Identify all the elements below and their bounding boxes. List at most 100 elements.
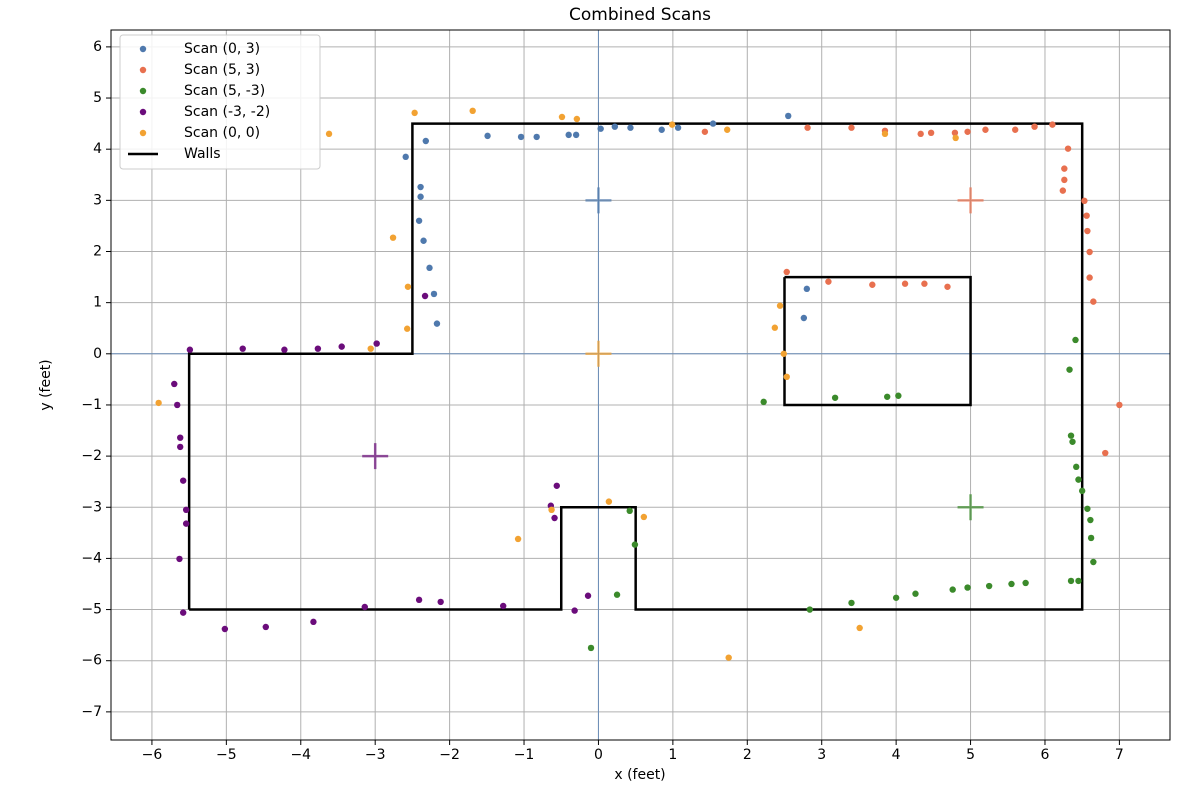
y-tick-label: 6 [93, 39, 102, 55]
scan-point [551, 514, 558, 522]
scan-point [725, 654, 732, 661]
x-tick-label: 1 [668, 747, 677, 763]
scan-point [1087, 516, 1094, 524]
x-tick-label: −4 [290, 747, 311, 763]
legend-swatch [139, 87, 147, 95]
scan-point [780, 350, 787, 357]
scan-point [892, 594, 900, 601]
scan-point [869, 281, 876, 288]
scan-point [262, 623, 269, 631]
scan-point [404, 283, 412, 290]
legend-swatch [139, 45, 147, 53]
scan-point [517, 133, 525, 141]
y-tick-label: 1 [93, 295, 102, 311]
scan-point [783, 268, 790, 276]
scan-point [856, 624, 863, 632]
scan-point [1087, 534, 1095, 542]
scan-point [1061, 165, 1068, 172]
scan-point [281, 346, 288, 353]
scan-point [1081, 197, 1088, 205]
scan-point [499, 602, 507, 610]
legend-box [119, 34, 321, 170]
scan-point [1090, 298, 1097, 305]
scan-point [701, 128, 709, 135]
scan-point [951, 129, 959, 137]
scan-point [611, 123, 619, 130]
scan-point [403, 325, 411, 332]
scan-point [179, 609, 187, 616]
x-tick-label: −2 [439, 747, 460, 763]
scan-point [613, 591, 621, 598]
y-tick-label: 5 [93, 90, 102, 106]
scan-point [1022, 579, 1029, 587]
scan-point [572, 131, 580, 139]
scan-point [985, 582, 993, 590]
scan-origin [957, 494, 984, 521]
scan-point [917, 130, 924, 138]
x-tick-label: 7 [1115, 747, 1124, 763]
scan-point [901, 280, 909, 287]
scan-origin [585, 340, 612, 367]
scan-point [1012, 126, 1019, 133]
scan-point [484, 132, 491, 140]
x-tick-label: 5 [966, 747, 975, 763]
scan-point [571, 607, 578, 614]
scan-point [964, 128, 971, 135]
scan-point [177, 443, 184, 451]
scan-point [825, 278, 832, 285]
scan-point [361, 603, 368, 611]
scan-point [171, 380, 178, 388]
scan-point [631, 541, 639, 548]
scan-point [174, 401, 181, 409]
scan-point [597, 125, 604, 132]
scan-point [420, 237, 427, 244]
scan-point [310, 618, 317, 626]
scan-point [325, 130, 333, 138]
scan-point [640, 513, 648, 521]
scan-point [176, 555, 183, 563]
legend-label: Scan (0, 3) [184, 41, 260, 57]
scan-point [1102, 449, 1109, 457]
scan-point [723, 126, 731, 133]
scan-point [668, 121, 676, 128]
y-tick-label: −2 [81, 448, 102, 464]
legend-swatch [139, 108, 147, 116]
chart-title: Combined Scans [569, 5, 711, 25]
y-tick-label: −5 [81, 602, 102, 618]
scan-point [421, 292, 429, 300]
legend-swatch [139, 66, 147, 74]
scan-point [548, 506, 555, 514]
scan-point [402, 153, 409, 161]
scan-point [674, 124, 682, 131]
scan-point [627, 124, 634, 131]
scan-point [584, 592, 592, 599]
scan-origin [957, 187, 984, 214]
scan-point [848, 124, 855, 131]
scan-point [1069, 438, 1076, 445]
x-tick-label: −6 [142, 747, 163, 763]
scan-point [422, 137, 429, 145]
scan-point [533, 133, 540, 141]
scan-point [1049, 121, 1056, 128]
scan-point [553, 482, 560, 489]
scan-point [587, 644, 595, 652]
legend-label: Scan (5, 3) [184, 62, 260, 78]
scan-point [1116, 401, 1123, 409]
scan-point [239, 345, 246, 352]
legend-label: Scan (0, 0) [184, 125, 260, 141]
scan-point [912, 590, 919, 597]
x-tick-label: −1 [514, 747, 535, 763]
scan-point [806, 606, 814, 613]
scan-point [426, 264, 433, 272]
scan-point [373, 340, 380, 347]
scan-point [565, 131, 572, 139]
scan-point [884, 393, 891, 400]
scan-point [1078, 487, 1086, 495]
y-tick-label: −3 [81, 499, 102, 515]
scan-point [469, 107, 476, 115]
legend-label: Scan (5, -3) [184, 83, 265, 99]
scan-point [558, 113, 566, 121]
scan-point [417, 193, 424, 200]
